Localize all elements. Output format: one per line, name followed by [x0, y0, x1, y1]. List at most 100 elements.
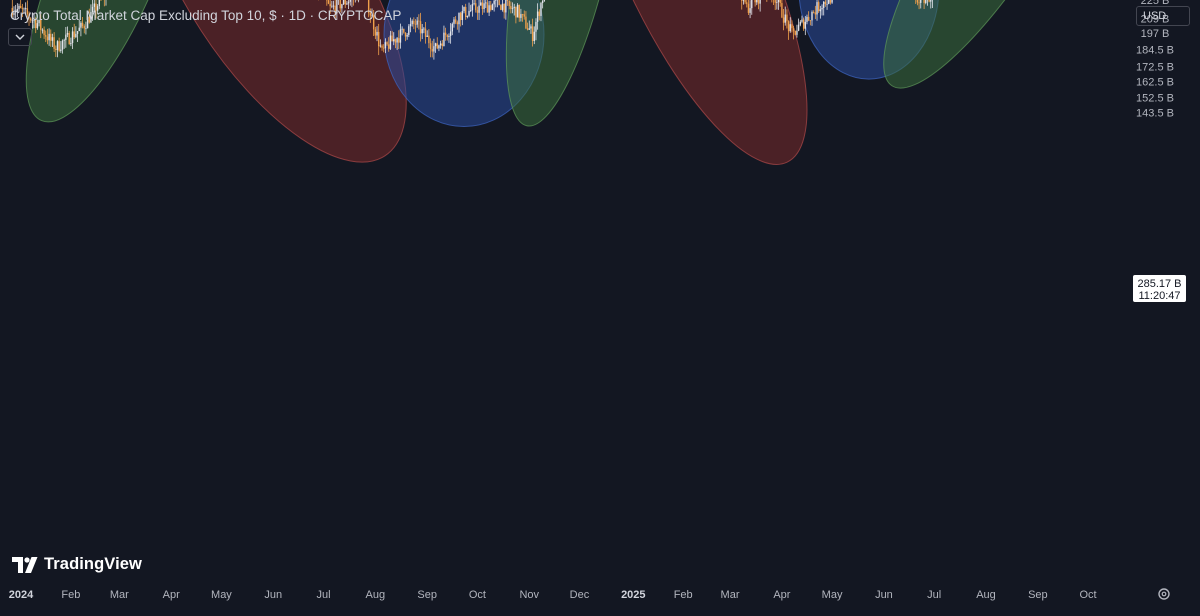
candle-body: [328, 0, 329, 3]
candle-body: [463, 7, 464, 11]
candle-body: [37, 23, 38, 28]
candle-body: [70, 43, 71, 44]
x-tick-label: 2025: [621, 589, 645, 601]
candle-body: [473, 3, 474, 4]
candle-body: [534, 32, 535, 41]
candle-body: [348, 2, 349, 4]
candle-body: [744, 0, 745, 2]
x-tick-label: Apr: [773, 589, 790, 601]
candle-body: [67, 33, 68, 35]
candle-body: [416, 21, 417, 25]
candle-body: [532, 26, 533, 41]
candle-body: [94, 3, 95, 6]
candle-body: [785, 15, 786, 23]
candle-body: [68, 33, 69, 44]
candle-body: [751, 0, 752, 8]
x-tick-label: Apr: [163, 589, 180, 601]
candle-body: [798, 25, 799, 31]
x-tick-label: Aug: [366, 589, 386, 601]
candle-body: [401, 29, 402, 30]
candle-body: [378, 32, 379, 46]
candle-body: [418, 21, 419, 22]
x-tick-label: Oct: [1079, 589, 1096, 601]
candle-body: [425, 29, 426, 37]
candle-body: [395, 39, 396, 42]
candle-body: [796, 31, 797, 35]
candle-body: [544, 0, 545, 1]
candle-body: [498, 0, 499, 5]
currency-label: USD: [1143, 10, 1166, 22]
candle-body: [748, 4, 749, 13]
candle-body: [45, 35, 46, 37]
candle-body: [376, 32, 377, 36]
candle-body: [99, 0, 100, 6]
candle-body: [529, 28, 530, 29]
candle-body: [485, 3, 486, 4]
candle-body: [455, 19, 456, 22]
collapse-legend-button[interactable]: [8, 28, 32, 46]
candle-body: [82, 23, 83, 26]
candle-body: [540, 3, 541, 16]
candle-body: [85, 28, 86, 29]
candle-body: [754, 0, 755, 2]
candle-body: [776, 2, 777, 3]
price-tag: 285.17 B 11:20:47: [1133, 275, 1186, 302]
candle-body: [432, 49, 433, 51]
candle-body: [440, 43, 441, 45]
candle-body: [503, 4, 504, 13]
candle-body: [918, 2, 919, 3]
candle-body: [759, 0, 760, 4]
candle-body: [391, 36, 392, 42]
x-tick-label: Jun: [264, 589, 282, 601]
x-tick-label: 2024: [9, 589, 34, 601]
candle-body: [930, 0, 931, 2]
x-tick-label: Aug: [976, 589, 996, 601]
x-tick-label: Jul: [927, 589, 941, 601]
candle-body: [917, 0, 918, 2]
candle-body: [447, 35, 448, 37]
candle-body: [343, 0, 344, 4]
candle-body: [500, 5, 501, 10]
y-tick-label: 162.5 B: [1136, 76, 1174, 88]
settings-button[interactable]: [1157, 587, 1171, 601]
candle-body: [514, 7, 515, 8]
candle-body: [437, 43, 438, 48]
x-tick-label: Mar: [110, 589, 129, 601]
candle-body: [428, 36, 429, 44]
tradingview-logo-icon: [12, 557, 38, 573]
candle-body: [421, 29, 422, 33]
candle-body: [467, 16, 468, 17]
candle-body: [741, 0, 742, 1]
candle-body: [786, 15, 787, 22]
x-tick-label: Sep: [417, 589, 437, 601]
candle-body: [472, 4, 473, 10]
candle-body: [442, 43, 443, 46]
candle-body: [77, 31, 78, 34]
candle-body: [793, 28, 794, 31]
currency-selector[interactable]: USD: [1136, 6, 1190, 26]
candle-body: [415, 24, 416, 25]
candle-body: [478, 6, 479, 13]
candle-body: [823, 2, 824, 8]
candle-body: [758, 0, 759, 4]
x-tick-label: Sep: [1028, 589, 1048, 601]
candle-body: [780, 0, 781, 3]
candle-body: [519, 5, 520, 18]
candle-body: [828, 0, 829, 4]
candle-body: [62, 41, 63, 50]
candle-body: [505, 0, 506, 12]
candle-body: [346, 3, 347, 4]
candle-body: [75, 34, 76, 37]
candle-body: [52, 37, 53, 41]
candle-body: [57, 41, 58, 50]
x-tick-label: Jul: [316, 589, 330, 601]
candle-body: [522, 14, 523, 15]
tradingview-logo: TradingView: [12, 555, 142, 574]
x-tick-label: Feb: [61, 589, 80, 601]
y-tick-label: 172.5 B: [1136, 61, 1174, 73]
candle-body: [483, 3, 484, 9]
candle-body: [825, 2, 826, 4]
x-tick-label: May: [211, 589, 232, 601]
